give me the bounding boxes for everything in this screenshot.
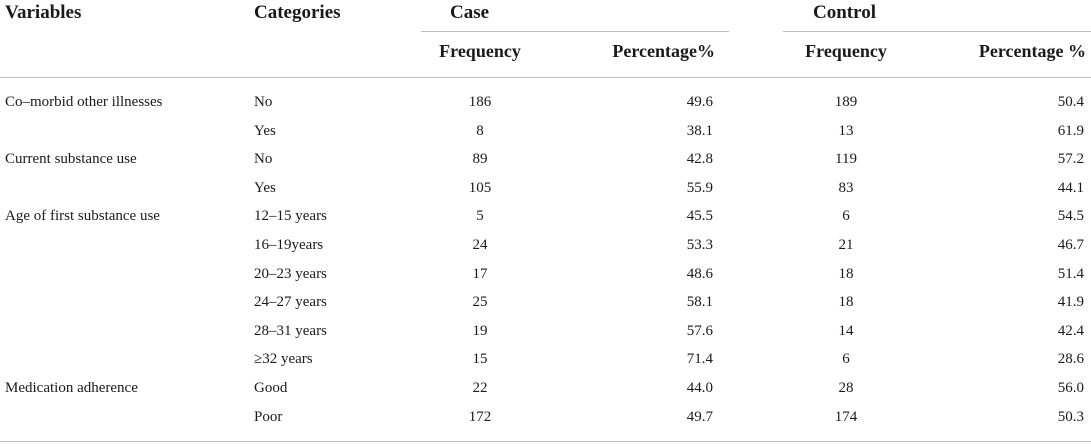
cell-case-pct: 44.0 bbox=[686, 380, 713, 396]
cell-category: 24–27 years bbox=[254, 294, 327, 311]
header-case-frequency: Frequency bbox=[439, 41, 521, 61]
cell-variable: Current substance use bbox=[5, 151, 137, 168]
header-variables: Variables bbox=[5, 2, 82, 23]
cell-category: No bbox=[254, 94, 273, 110]
cell-category: Good bbox=[254, 380, 288, 396]
cell-category: 20–23 years bbox=[254, 265, 327, 282]
cell-case-freq: 172 bbox=[468, 408, 492, 425]
cell-case-freq: 105 bbox=[468, 179, 492, 196]
cell-control-freq: 174 bbox=[834, 408, 858, 425]
cell-variable bbox=[5, 117, 245, 145]
cell-variable: Co–morbid other illnesses bbox=[5, 94, 163, 110]
cell-control-freq: 6 bbox=[842, 208, 850, 225]
cell-control-pct: 46.7 bbox=[1057, 237, 1084, 253]
header-case-percentage: Percentage% bbox=[612, 41, 715, 61]
cell-control-pct: 41.9 bbox=[1057, 294, 1084, 311]
cell-category: Yes bbox=[254, 179, 276, 196]
cell-case-freq: 22 bbox=[472, 380, 488, 396]
cell-case-pct: 38.1 bbox=[686, 122, 713, 139]
cell-control-pct: 50.3 bbox=[1057, 408, 1084, 425]
cell-control-pct: 54.5 bbox=[1057, 208, 1084, 225]
cell-control-freq: 14 bbox=[838, 322, 854, 339]
cell-control-pct: 28.6 bbox=[1057, 351, 1084, 368]
cell-category: 12–15 years bbox=[254, 208, 327, 225]
cell-variable bbox=[5, 174, 245, 202]
cell-variable: Medication adherence bbox=[5, 380, 138, 396]
cell-control-freq: 83 bbox=[838, 179, 854, 196]
header-control-frequency: Frequency bbox=[805, 41, 887, 61]
cell-control-freq: 21 bbox=[838, 237, 854, 253]
cell-control-freq: 18 bbox=[838, 294, 854, 311]
cell-category: 16–19years bbox=[254, 237, 324, 253]
cell-control-pct: 51.4 bbox=[1057, 265, 1084, 282]
cell-category: Yes bbox=[254, 122, 276, 139]
cell-variable bbox=[5, 317, 245, 345]
cell-case-freq: 25 bbox=[472, 294, 488, 311]
cell-case-pct: 57.6 bbox=[686, 322, 713, 339]
cell-variable bbox=[5, 231, 245, 259]
header-control: Control bbox=[813, 2, 876, 23]
cell-case-pct: 45.5 bbox=[686, 208, 713, 225]
cell-control-pct: 42.4 bbox=[1057, 322, 1084, 339]
header-rule bbox=[0, 77, 1091, 78]
cell-case-freq: 24 bbox=[472, 237, 488, 253]
header-case: Case bbox=[450, 2, 490, 23]
bottom-rule bbox=[0, 441, 1091, 442]
cell-control-pct: 61.9 bbox=[1057, 122, 1084, 139]
cell-control-pct: 44.1 bbox=[1057, 179, 1084, 196]
cell-case-pct: 58.1 bbox=[686, 294, 713, 311]
header-control-percentage: Percentage % bbox=[978, 41, 1086, 61]
cell-case-pct: 48.6 bbox=[686, 265, 713, 282]
header-categories: Categories bbox=[254, 2, 341, 23]
cell-case-pct: 42.8 bbox=[686, 151, 713, 168]
cell-control-freq: 189 bbox=[834, 94, 858, 110]
case-spanner-rule bbox=[421, 31, 729, 32]
cell-variable: Age of first substance use bbox=[5, 208, 160, 225]
cell-case-freq: 8 bbox=[476, 122, 484, 139]
cell-case-pct: 71.4 bbox=[686, 351, 713, 368]
cell-control-freq: 18 bbox=[838, 265, 854, 282]
cell-case-freq: 89 bbox=[472, 151, 488, 168]
cell-case-freq: 17 bbox=[472, 265, 488, 282]
cell-control-freq: 6 bbox=[842, 351, 850, 368]
cell-category: 28–31 years bbox=[254, 322, 327, 339]
cell-variable bbox=[5, 260, 245, 288]
cell-control-freq: 28 bbox=[838, 380, 854, 396]
cell-control-freq: 13 bbox=[838, 122, 854, 139]
cell-control-pct: 56.0 bbox=[1057, 380, 1084, 396]
cell-control-freq: 119 bbox=[835, 151, 857, 168]
cell-case-pct: 55.9 bbox=[686, 179, 713, 196]
cell-case-pct: 49.7 bbox=[686, 408, 713, 425]
cell-category: Poor bbox=[254, 408, 283, 425]
cell-case-pct: 53.3 bbox=[686, 237, 713, 253]
cell-case-pct: 49.6 bbox=[686, 94, 713, 110]
cell-case-freq: 15 bbox=[472, 351, 488, 368]
cell-variable bbox=[5, 345, 245, 373]
cell-category: No bbox=[254, 151, 273, 168]
control-spanner-rule bbox=[783, 31, 1091, 32]
cell-control-pct: 57.2 bbox=[1057, 151, 1084, 168]
cell-variable bbox=[5, 403, 245, 431]
cell-case-freq: 19 bbox=[472, 322, 488, 339]
cell-control-pct: 50.4 bbox=[1057, 94, 1084, 110]
cell-case-freq: 186 bbox=[468, 94, 492, 110]
cell-case-freq: 5 bbox=[476, 208, 484, 225]
cell-category: ≥32 years bbox=[254, 351, 313, 368]
cell-variable bbox=[5, 288, 245, 316]
